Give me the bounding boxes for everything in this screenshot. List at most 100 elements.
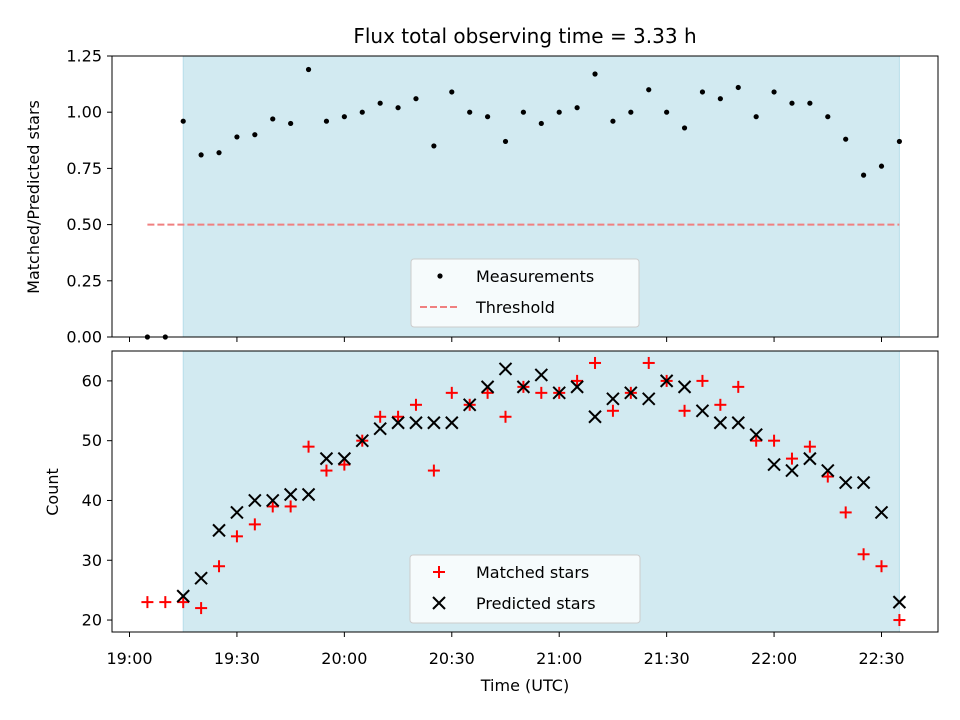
predicted-star-point — [427, 416, 441, 430]
predicted-star-point — [337, 451, 352, 466]
predicted-star-point — [266, 493, 280, 508]
predicted-star-point — [552, 386, 566, 400]
bottom-ytick-label: 60 — [82, 371, 102, 390]
predicted-star-point — [283, 487, 298, 502]
matched-star-point — [159, 596, 172, 609]
top-legend: Measurements Threshold — [410, 258, 640, 328]
bottom-legend: Matched stars Predicted stars — [409, 554, 641, 624]
bottom-xtick-label: 20:00 — [321, 649, 367, 668]
matched-star-point — [696, 374, 709, 387]
matched-star-point — [284, 500, 297, 513]
measurement-point — [735, 84, 741, 91]
measurement-point — [664, 109, 670, 115]
top-ytick-label: 1.00 — [66, 103, 102, 122]
matched-star-point — [195, 602, 208, 615]
top-ytick-label: 0.25 — [66, 271, 102, 290]
bottom-xtick-label: 22:30 — [858, 649, 904, 668]
measurement-point — [556, 109, 562, 115]
bottom-xtick-label: 21:30 — [644, 649, 690, 668]
matched-star-point — [248, 518, 261, 531]
measurement-point — [717, 96, 723, 102]
measurement-point — [288, 120, 294, 127]
measurement-point — [323, 118, 330, 124]
measurement-point — [467, 109, 473, 115]
predicted-star-point — [749, 427, 763, 442]
predicted-star-point — [677, 380, 692, 394]
matched-star-point — [338, 458, 351, 471]
measurement-point — [753, 114, 759, 120]
matched-star-point — [750, 434, 763, 447]
predicted-star-point — [373, 422, 387, 436]
predicted-star-point — [212, 523, 226, 538]
matched-star-point — [821, 470, 834, 483]
predicted-star-point — [570, 380, 584, 394]
matched-star-point — [785, 452, 798, 465]
matched-star-point — [606, 404, 619, 417]
matched-star-point — [642, 356, 655, 369]
measurement-point — [359, 109, 365, 115]
matched-star-point — [857, 548, 870, 561]
predicted-star-point — [480, 380, 495, 394]
matched-star-point — [768, 434, 781, 447]
bottom-ytick-label: 20 — [82, 611, 102, 630]
measurement-point — [610, 118, 616, 124]
measurement-point — [520, 109, 527, 115]
top-axes-frame — [111, 55, 939, 338]
bottom-axes-frame — [111, 350, 939, 633]
measurement-point — [395, 105, 401, 111]
bottom-xtick-label: 20:30 — [429, 649, 475, 668]
legend-predicted-marker — [432, 596, 446, 610]
bottom-panel: 20 30 40 50 60 19:00 19:30 20:00 20:30 21:00 21:3… — [43, 350, 939, 695]
predicted-star-point — [821, 463, 835, 478]
predicted-star-point — [713, 416, 728, 430]
bottom-xtick-label: 19:00 — [106, 649, 152, 668]
predicted-star-point — [624, 386, 638, 400]
predicted-star-point — [838, 475, 853, 490]
measurement-point — [431, 143, 437, 149]
bottom-xlabel: Time (UTC) — [480, 676, 569, 695]
matched-star-point — [141, 596, 154, 609]
matched-star-point — [535, 386, 548, 399]
measurement-point — [449, 89, 455, 95]
predicted-star-point — [230, 505, 244, 520]
matched-star-point — [714, 398, 727, 411]
bottom-ylabel: Count — [43, 468, 62, 516]
measurement-point — [180, 118, 186, 124]
matched-star-point — [177, 596, 190, 609]
predicted-star-point — [606, 392, 620, 406]
measurement-point — [896, 138, 903, 145]
matched-star-point — [409, 398, 422, 411]
predicted-star-point — [892, 595, 907, 609]
measurement-point — [413, 96, 419, 102]
matched-star-point — [589, 356, 602, 369]
bottom-ytick-label: 30 — [82, 551, 102, 570]
measurement-point — [502, 138, 509, 145]
predicted-star-point — [588, 410, 602, 424]
measurement-point — [628, 109, 634, 115]
bottom-ytick-label: 50 — [82, 431, 102, 450]
measurement-point — [843, 136, 849, 142]
predicted-star-point — [731, 416, 745, 430]
predicted-star-point — [534, 368, 549, 382]
predicted-star-point — [301, 487, 316, 502]
bottom-xtick-label: 21:00 — [536, 649, 582, 668]
measurement-point — [216, 150, 222, 156]
measurement-point — [198, 152, 204, 158]
top-ylabel: Matched/Predicted stars — [24, 100, 43, 294]
predicted-star-point — [642, 392, 656, 406]
legend-matched-marker — [433, 566, 445, 578]
measurement-point — [592, 71, 598, 77]
matched-star-point — [427, 464, 440, 477]
measurement-point — [878, 163, 885, 169]
predicted-star-point — [767, 457, 781, 472]
measurement-point — [341, 114, 347, 120]
predicted-star-point — [803, 451, 817, 466]
predicted-star-point — [391, 416, 405, 430]
measurement-point — [305, 66, 312, 73]
measurement-point — [681, 125, 688, 131]
predicted-star-point — [176, 589, 190, 603]
matched-star-point — [266, 500, 279, 513]
measurement-point — [825, 114, 831, 120]
matched-star-point — [678, 404, 691, 417]
